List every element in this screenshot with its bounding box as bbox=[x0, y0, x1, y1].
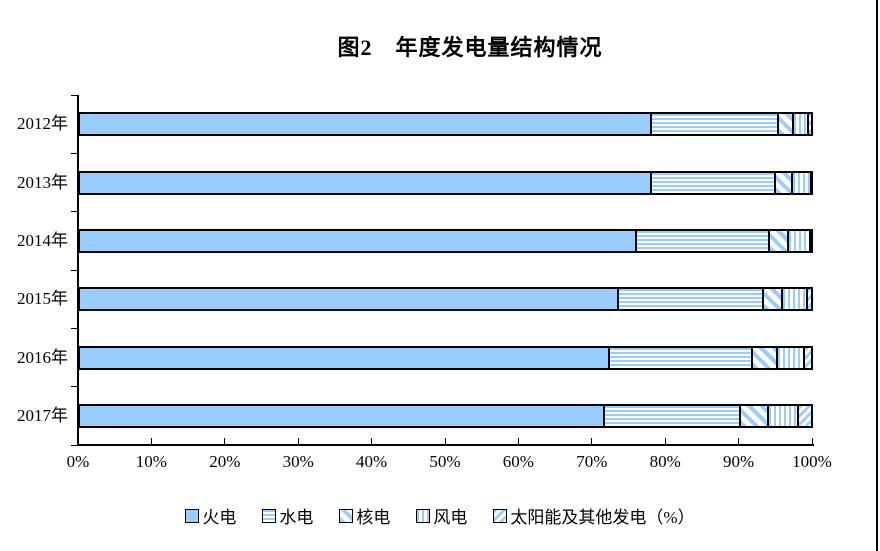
chart-title: 图2 年度发电量结构情况 bbox=[337, 35, 603, 60]
x-axis-tick bbox=[664, 438, 666, 445]
x-axis-tick-label: 50% bbox=[429, 452, 461, 471]
x-axis-tick-label: 60% bbox=[502, 452, 534, 471]
year-label: 2016年 bbox=[17, 347, 68, 367]
stacked-bar bbox=[78, 170, 813, 195]
x-axis-tick-label: 20% bbox=[209, 452, 241, 471]
bar-segment-vertical-stripes bbox=[791, 172, 810, 193]
x-axis-tick-label: 70% bbox=[576, 452, 608, 471]
bar-segment-horizontal-stripes bbox=[634, 230, 768, 251]
right-border-rule bbox=[876, 0, 878, 551]
bar-segment-solid-fill bbox=[80, 289, 617, 310]
x-axis-tick bbox=[297, 438, 299, 445]
bar-segment-horizontal-stripes bbox=[650, 172, 775, 193]
bar-segment-solid-fill bbox=[80, 405, 603, 426]
y-axis-tick bbox=[71, 386, 78, 388]
stacked-bar bbox=[78, 228, 813, 253]
bar-segment-solid-fill bbox=[80, 230, 635, 251]
legend-label: 水电 bbox=[279, 508, 314, 527]
x-axis-tick bbox=[371, 438, 373, 445]
stacked-bar bbox=[78, 112, 813, 137]
legend-item: 核电 bbox=[339, 503, 390, 528]
bar-segment-solid-fill bbox=[80, 172, 651, 193]
bar-segment-diagonal-stripes bbox=[767, 230, 787, 251]
y-axis-tick bbox=[71, 444, 78, 446]
bar-segment-horizontal-stripes bbox=[616, 289, 763, 310]
legend-swatch-diagonal-dashes bbox=[493, 508, 508, 523]
bar-segment-diagonal-dashes bbox=[807, 114, 811, 135]
legend-swatch-vertical-stripes bbox=[416, 508, 431, 523]
bar-segment-diagonal-stripes bbox=[751, 347, 776, 368]
bar-segment-diagonal-dashes bbox=[805, 289, 811, 310]
legend-swatch-solid-fill bbox=[185, 508, 200, 523]
bar-segment-vertical-stripes bbox=[781, 289, 806, 310]
bar-segment-diagonal-stripes bbox=[776, 114, 792, 135]
bar-segment-diagonal-stripes bbox=[738, 405, 768, 426]
bar-segment-solid-fill bbox=[80, 347, 608, 368]
x-axis-tick bbox=[811, 438, 813, 445]
legend-label: 风电 bbox=[433, 508, 468, 527]
x-axis-tick bbox=[77, 438, 79, 445]
year-label: 2014年 bbox=[17, 230, 68, 250]
y-axis-tick bbox=[71, 152, 78, 154]
x-axis-tick-label: 30% bbox=[282, 452, 314, 471]
x-axis-tick-label: 40% bbox=[356, 452, 388, 471]
stacked-bar bbox=[78, 345, 813, 370]
x-axis-tick bbox=[738, 438, 740, 445]
x-axis-tick bbox=[591, 438, 593, 445]
bar-segment-diagonal-stripes bbox=[774, 172, 792, 193]
y-axis-tick bbox=[71, 94, 78, 96]
year-label: 2015年 bbox=[17, 289, 68, 309]
year-label: 2012年 bbox=[17, 114, 68, 134]
year-label: 2013年 bbox=[17, 172, 68, 192]
legend-item: 太阳能及其他发电（%） bbox=[493, 503, 695, 528]
x-axis-tick-label: 80% bbox=[649, 452, 681, 471]
legend-item: 风电 bbox=[416, 503, 467, 528]
bar-segment-horizontal-stripes bbox=[607, 347, 752, 368]
bar-segment-diagonal-dashes bbox=[797, 405, 811, 426]
legend-label: 核电 bbox=[356, 508, 391, 527]
x-axis-tick-label: 0% bbox=[66, 452, 90, 471]
bar-segment-diagonal-dashes bbox=[802, 347, 811, 368]
bar-segment-horizontal-stripes bbox=[602, 405, 739, 426]
bar-segment-vertical-stripes bbox=[791, 114, 808, 135]
bar-segment-diagonal-dashes bbox=[808, 230, 811, 251]
legend-swatch-horizontal-stripes bbox=[262, 508, 277, 523]
bar-segment-vertical-stripes bbox=[775, 347, 803, 368]
bar-segment-diagonal-stripes bbox=[762, 289, 782, 310]
stacked-bar bbox=[78, 403, 813, 428]
legend-item: 水电 bbox=[262, 503, 313, 528]
legend-swatch-diagonal-stripes bbox=[339, 508, 354, 523]
x-axis-tick-label: 90% bbox=[723, 452, 755, 471]
bar-segment-diagonal-dashes bbox=[809, 172, 812, 193]
x-axis-tick bbox=[224, 438, 226, 445]
y-axis-tick bbox=[71, 269, 78, 271]
x-axis-tick-label: 100% bbox=[792, 452, 832, 471]
stacked-bar bbox=[78, 287, 813, 312]
year-label: 2017年 bbox=[17, 405, 68, 425]
legend-item: 火电 bbox=[185, 503, 236, 528]
y-axis-tick bbox=[71, 211, 78, 213]
x-axis-line bbox=[77, 444, 814, 446]
x-axis-tick bbox=[444, 438, 446, 445]
x-axis-tick bbox=[517, 438, 519, 445]
legend-label: 火电 bbox=[202, 508, 237, 527]
legend-label: 太阳能及其他发电（%） bbox=[510, 508, 695, 527]
bar-segment-vertical-stripes bbox=[767, 405, 798, 426]
bar-segment-horizontal-stripes bbox=[650, 114, 777, 135]
x-axis-tick-label: 10% bbox=[135, 452, 167, 471]
y-axis-tick bbox=[71, 327, 78, 329]
bar-segment-vertical-stripes bbox=[786, 230, 809, 251]
x-axis-tick bbox=[150, 438, 152, 445]
bar-segment-solid-fill bbox=[80, 114, 651, 135]
chart-legend: 火电 水电 核电 风电 太阳能及其他发电（%） bbox=[0, 503, 880, 528]
